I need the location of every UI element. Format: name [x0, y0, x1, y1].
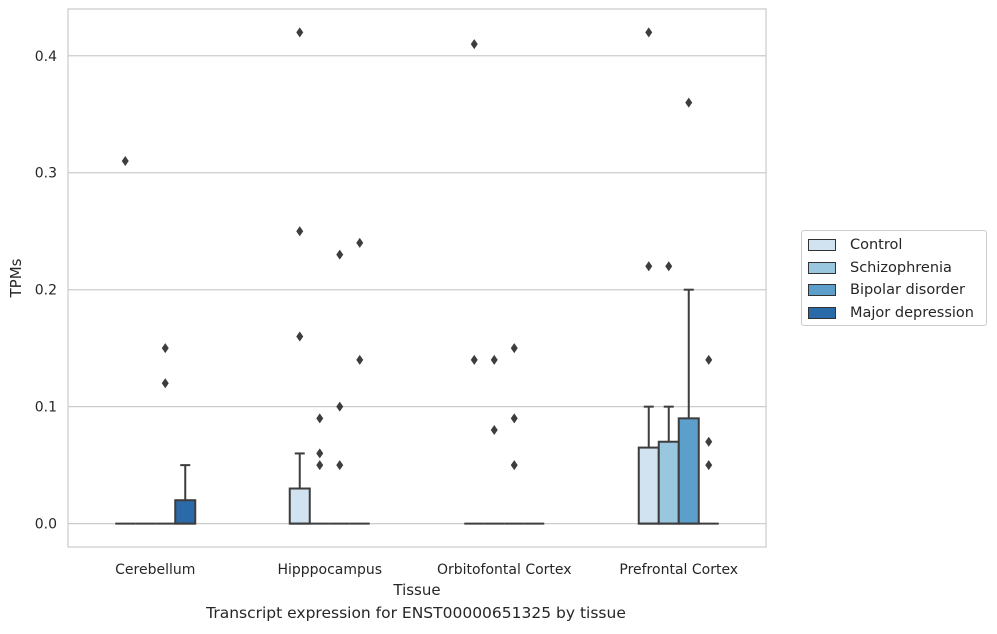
- legend-item: Major depression: [808, 303, 974, 323]
- x-axis-label: Tissue: [392, 581, 440, 599]
- outlier-point: [470, 39, 478, 50]
- outlier-point: [685, 97, 693, 108]
- outlier-point: [470, 354, 478, 365]
- y-axis-label: TPMs: [7, 258, 25, 298]
- outlier-point: [510, 343, 518, 354]
- y-tick-label: 0.0: [35, 517, 57, 533]
- outlier-point: [705, 436, 713, 447]
- outlier-point: [356, 354, 364, 365]
- legend-label: Bipolar disorder: [850, 282, 965, 298]
- legend-swatch: [808, 284, 836, 296]
- box: [677, 417, 700, 525]
- x-tick-label: Prefrontal Cortex: [619, 562, 738, 578]
- legend-swatch: [808, 239, 836, 251]
- outlier-point: [645, 261, 653, 272]
- outlier-point: [645, 27, 653, 38]
- y-tick-label: 0.1: [35, 400, 57, 416]
- outlier-point: [296, 226, 304, 237]
- x-tick-label: Orbitofontal Cortex: [437, 562, 572, 578]
- x-tick-label: Hipppocampus: [277, 562, 382, 578]
- outlier-point: [316, 460, 324, 471]
- box: [288, 487, 311, 525]
- y-tick-label: 0.3: [35, 166, 57, 182]
- outlier-point: [336, 460, 344, 471]
- outlier-point: [356, 237, 364, 248]
- outlier-point: [296, 27, 304, 38]
- outlier-point: [705, 460, 713, 471]
- outlier-point: [316, 448, 324, 459]
- legend: Control Schizophrenia Bipolar disorder Majo…: [801, 230, 987, 326]
- outlier-point: [510, 413, 518, 424]
- outlier-point: [705, 354, 713, 365]
- box: [174, 499, 197, 525]
- outlier-point: [336, 401, 344, 412]
- outlier-point: [121, 156, 129, 167]
- legend-item: Schizophrenia: [808, 258, 952, 278]
- outlier-point: [161, 378, 169, 389]
- plot-frame: [67, 8, 767, 548]
- legend-label: Major depression: [850, 304, 974, 321]
- outlier-point: [316, 413, 324, 424]
- outlier-point: [296, 331, 304, 342]
- box: [637, 446, 660, 525]
- y-tick-label: 0.4: [35, 49, 57, 65]
- y-tick-label: 0.2: [35, 283, 57, 299]
- outlier-point: [161, 343, 169, 354]
- legend-swatch: [808, 306, 836, 319]
- outlier-point: [490, 425, 498, 436]
- outlier-point: [665, 261, 673, 272]
- legend-item: Control: [808, 235, 902, 255]
- legend-swatch: [808, 261, 836, 274]
- box: [657, 440, 680, 525]
- x-tick-label: Cerebellum: [115, 562, 195, 578]
- outlier-point: [510, 460, 518, 471]
- legend-item: Bipolar disorder: [808, 280, 965, 300]
- outlier-point: [336, 249, 344, 260]
- outlier-point: [490, 354, 498, 365]
- legend-label: Schizophrenia: [850, 259, 952, 276]
- plot-marks: [115, 27, 719, 525]
- legend-label: Control: [850, 237, 903, 253]
- y-axis-ticks: 0.0 0.1 0.2 0.3 0.4: [35, 49, 57, 533]
- chart-caption: Transcript expression for ENST0000065132…: [206, 604, 626, 622]
- x-axis-ticks: Cerebellum Hipppocampus Orbitofontal Corte…: [115, 562, 738, 578]
